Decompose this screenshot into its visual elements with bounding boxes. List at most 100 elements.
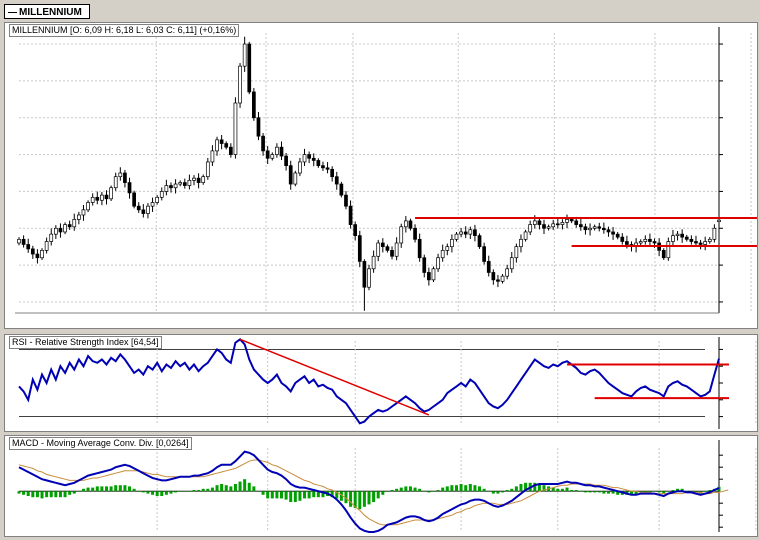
macd-histogram-bar [662,491,666,494]
macd-histogram-bar [459,484,463,492]
macd-histogram-bar [358,491,362,510]
candle-body [100,194,104,201]
candle-body [560,222,565,225]
macd-histogram-bar [496,491,500,494]
macd-histogram-bar [487,491,491,492]
macd-histogram-bar [501,491,505,493]
candle-body [436,257,440,270]
macd-histogram-bar [284,491,288,500]
rsi-panel[interactable]: RSI - Relative Strength Index [64,54] [4,334,758,432]
candle-body [58,227,63,233]
candle-body [523,231,528,240]
candle-body [307,154,311,159]
macd-histogram-bar [155,491,159,496]
candle-body [275,146,279,155]
candle-body [67,224,72,228]
macd-histogram-bar [137,491,141,492]
macd-histogram-bar [63,491,67,498]
candle-body [394,242,399,257]
candle-body [141,209,146,214]
candle-body [638,241,643,244]
candle-body [680,233,685,238]
macd-histogram-bar [694,491,698,493]
macd-histogram-bar [671,490,675,492]
macd-chart[interactable] [5,436,757,536]
macd-histogram-bar [606,491,610,494]
candle-body [486,261,491,273]
macd-histogram-bar [349,491,353,507]
candle-body [302,154,307,163]
macd-histogram-bar [574,490,578,492]
macd-histogram-bar [256,491,260,492]
candle-body [219,139,224,144]
macd-histogram-bar [362,491,366,507]
macd-label: MACD - Moving Average Conv. Div. [0,0264… [9,437,192,450]
candle-body [413,227,417,240]
macd-histogram-bar [132,488,136,492]
macd-histogram-bar [224,485,228,492]
macd-histogram-bar [330,491,334,498]
candle-body [569,219,574,222]
candle-body [242,43,247,67]
macd-histogram-bar [114,485,118,492]
candle-body [689,238,694,242]
macd-histogram-bar [514,486,518,492]
macd-histogram-bar [266,491,270,499]
chart-title-tab[interactable]: MILLENNIUM [4,4,90,19]
macd-histogram-bar [372,491,376,502]
price-panel[interactable]: MILLENNIUM [O: 6,09 H: 6,18 L: 6,03 C: 6… [4,22,758,329]
candle-body [450,238,454,248]
candle-body [256,117,261,137]
candle-body [90,196,95,203]
candle-body [187,180,192,186]
macd-histogram-bar [436,490,440,492]
candle-body [463,231,468,235]
macd-histogram-bar [206,488,210,492]
macd-histogram-bar [270,491,274,499]
candle-body [311,157,316,161]
macd-panel[interactable]: MACD - Moving Average Conv. Div. [0,0264… [4,435,758,537]
macd-histogram-bar [233,484,237,492]
candle-body [95,196,100,201]
macd-histogram-bar [473,485,477,492]
macd-histogram-bar [261,491,265,495]
candle-body [293,172,298,185]
macd-histogram-bar [616,491,620,495]
candle-body [362,261,367,288]
macd-histogram-bar [630,491,633,495]
macd-histogram-bar [192,490,196,492]
macd-histogram-bar [229,486,233,492]
price-chart[interactable] [5,23,757,328]
candle-body [551,223,556,228]
candle-body [431,268,436,281]
candle-body [330,168,335,178]
macd-histogram-bar [68,491,72,495]
macd-histogram-bar [583,491,587,493]
candle-body [169,185,173,189]
macd-histogram-bar [335,491,339,499]
macd-histogram-bar [109,486,113,492]
macd-histogram-bar [174,491,178,493]
macd-histogram-bar [169,491,173,494]
macd-histogram-bar [118,485,122,492]
macd-histogram-bar [680,488,684,492]
candle-body [652,241,657,244]
macd-histogram-bar [519,484,523,492]
macd-histogram-bar [464,485,468,492]
macd-histogram-bar [293,491,297,502]
macd-histogram-bar [146,491,150,494]
candle-body [334,176,339,185]
macd-histogram-bar [141,491,145,493]
candle-body [390,250,394,257]
macd-histogram-bar [220,484,224,492]
candle-body [707,238,712,242]
candle-body [72,219,77,228]
candle-body [468,229,473,235]
candle-body [408,220,413,229]
rsi-chart[interactable] [5,335,757,431]
candle-body [201,176,206,183]
macd-histogram-bar [455,485,458,492]
candle-body [173,183,178,189]
macd-histogram-bar [376,491,380,499]
candle-body [385,246,390,251]
